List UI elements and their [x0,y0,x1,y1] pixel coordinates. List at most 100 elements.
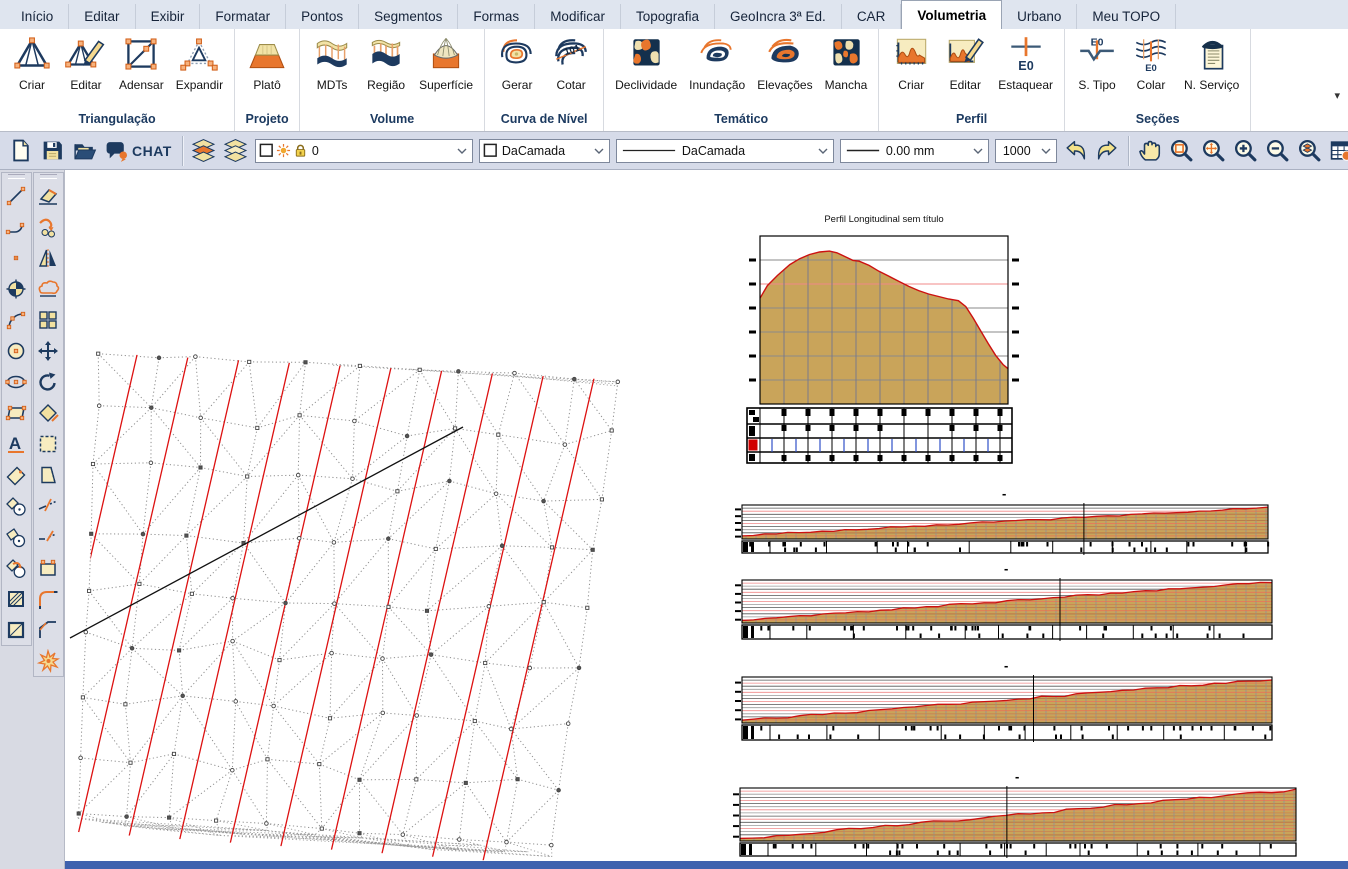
tab-formatar[interactable]: Formatar [200,4,286,29]
chevron-down-icon[interactable] [969,148,987,154]
break-gap-tool-button[interactable] [34,521,62,552]
volume-regi-o-button[interactable]: Região [359,30,413,93]
toolbar-separator [1128,136,1130,166]
linetype-combo[interactable]: DaCamada [616,139,834,163]
rotate-tool-button[interactable] [34,366,62,397]
ribbon-button-label: Declividade [615,78,677,92]
stretch-tool-button[interactable] [34,552,62,583]
tab-formas[interactable]: Formas [458,4,535,29]
solid-fill-tool-button[interactable] [2,614,30,645]
cross-section-strip-3 [732,661,1282,748]
layer-combo[interactable]: 0 [255,139,473,163]
eraser-tool-button[interactable] [34,180,62,211]
lineweight-combo[interactable]: 0.00 mm [840,139,989,163]
open-button[interactable] [68,135,100,167]
ribbon-overflow-button[interactable]: ▾ [1334,89,1340,102]
chevron-down-icon[interactable] [1037,148,1055,154]
undo-button[interactable] [1060,135,1092,167]
tab-editar[interactable]: Editar [69,4,135,29]
break-line-tool-button[interactable] [34,490,62,521]
tem-tico-eleva-es-button[interactable]: Elevações [751,30,818,93]
layer-states-button[interactable] [220,135,252,167]
point-tool-button[interactable] [2,242,30,273]
mirror-tool-button[interactable] [34,242,62,273]
tab-modificar[interactable]: Modificar [535,4,621,29]
color-combo[interactable]: DaCamada [479,139,610,163]
chamfer-tool-button[interactable] [34,614,62,645]
pan-button[interactable] [1134,135,1166,167]
tab-urbano[interactable]: Urbano [1002,4,1077,29]
tem-tico-mancha-button[interactable]: Mancha [819,30,874,93]
circle-tool-button[interactable] [2,335,30,366]
polyline-tool-button[interactable] [2,211,30,242]
rectangle-tool-button[interactable] [2,397,30,428]
se-es-n-servi-o-button[interactable]: N. Serviço [1178,30,1245,93]
curva-de-n-vel-gerar-button[interactable]: Gerar [490,30,544,93]
crop-region-tool-button[interactable] [34,428,62,459]
tab-geoincra-3-ed[interactable]: GeoIncra 3ª Ed. [715,4,842,29]
se-es-s-tipo-button[interactable]: E0S. Tipo [1070,30,1124,93]
arc-tool-button[interactable] [2,304,30,335]
chevron-down-icon[interactable] [590,148,608,154]
volume-superf-cie-button[interactable]: Superfície [413,30,479,93]
text-tool-button[interactable]: A [2,428,30,459]
chat-button[interactable] [100,135,132,167]
zoom-window-icon [1201,138,1226,163]
ellipse-tool-button[interactable] [2,366,30,397]
zoom-in-button[interactable] [1230,135,1262,167]
revision-cloud-tool-button[interactable] [34,273,62,304]
tem-tico-declividade-button[interactable]: Declividade [609,30,683,93]
redo-button[interactable] [1092,135,1124,167]
tem-tico-inunda-o-button[interactable]: Inundação [683,30,751,93]
tool-palette-rail: A [0,170,65,869]
tab-segmentos[interactable]: Segmentos [359,4,458,29]
zoom-extents-button[interactable] [1166,135,1198,167]
ribbon-group-name: Seções [1070,110,1245,131]
triangula-o-editar-button[interactable]: Editar [59,30,113,93]
revision-cloud-tool-icon [36,277,60,301]
curva-de-n-vel-cotar-button[interactable]: 101Cotar [544,30,598,93]
ribbon-group-volume: MDTsRegiãoSuperfícieVolume [300,29,485,131]
region-transfer-tool-button[interactable] [2,552,30,583]
section-table-button[interactable] [1326,135,1348,167]
tab-exibir[interactable]: Exibir [136,4,201,29]
projeto-plat-button[interactable]: Platô [240,30,294,93]
scale-combo[interactable]: 1000 [995,139,1057,163]
se-es-colar-button[interactable]: E0Colar [1124,30,1178,93]
tab-volumetria[interactable]: Volumetria [901,0,1002,29]
save-button[interactable] [36,135,68,167]
volume-mdts-button[interactable]: MDTs [305,30,359,93]
layer-manager-button[interactable] [188,135,220,167]
tab-meu-topo[interactable]: Meu TOPO [1077,4,1176,29]
fillet-tool-button[interactable] [34,583,62,614]
hatch-tool-button[interactable] [2,583,30,614]
triangula-o-criar-button[interactable]: Criar [5,30,59,93]
tab-pontos[interactable]: Pontos [286,4,359,29]
zoom-out-button[interactable] [1262,135,1294,167]
explode-tool-button[interactable] [34,645,62,676]
label-tool-button[interactable] [2,459,30,490]
array-tool-button[interactable] [34,304,62,335]
perfil-estaquear-button[interactable]: E0Estaquear [992,30,1059,93]
line-tool-button[interactable] [2,180,30,211]
chevron-down-icon[interactable] [453,148,471,154]
new-file-button[interactable] [4,135,36,167]
tab-car[interactable]: CAR [842,4,902,29]
trim-shape-tool-button[interactable] [34,459,62,490]
perfil-criar-button[interactable]: Criar [884,30,938,93]
position-tool-button[interactable] [2,273,30,304]
move-tool-button[interactable] [34,335,62,366]
triangula-o-expandir-button[interactable]: Expandir [170,30,229,93]
region-circle-alt-tool-button[interactable] [2,521,30,552]
tab-in-cio[interactable]: Início [6,4,69,29]
perfil-editar-button[interactable]: Editar [938,30,992,93]
drawing-canvas[interactable]: Perfil Longitudinal sem título ---- [65,170,1348,861]
triangula-o-adensar-button[interactable]: Adensar [113,30,170,93]
chevron-down-icon[interactable] [814,148,832,154]
zoom-previous-button[interactable] [1294,135,1326,167]
zoom-window-button[interactable] [1198,135,1230,167]
region-circle-tool-button[interactable] [2,490,30,521]
tab-topografia[interactable]: Topografia [621,4,715,29]
spline-edit-tool-button[interactable] [34,211,62,242]
offset-tool-button[interactable] [34,397,62,428]
